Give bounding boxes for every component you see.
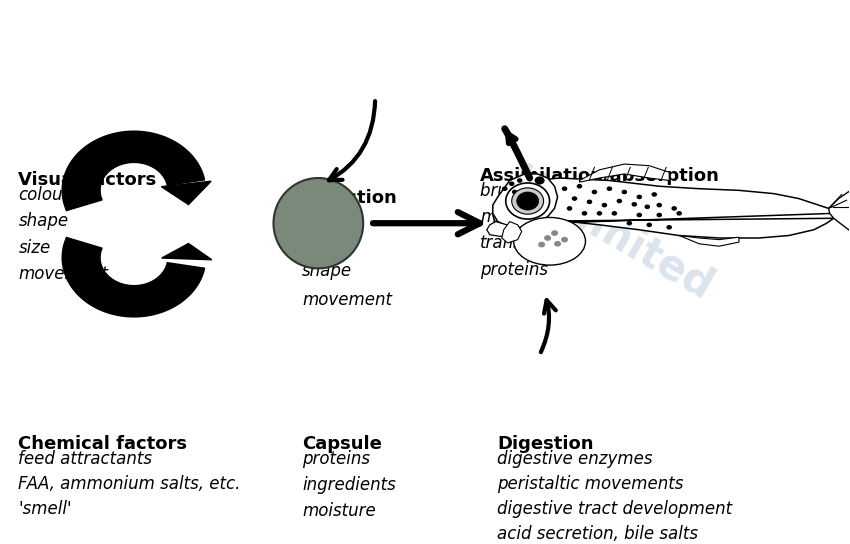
Circle shape bbox=[576, 184, 582, 189]
Text: brush borders
microvilii
transporters
proteins: brush borders microvilii transporters pr… bbox=[480, 182, 596, 279]
Polygon shape bbox=[487, 221, 512, 236]
Polygon shape bbox=[162, 181, 211, 205]
Polygon shape bbox=[493, 174, 558, 227]
Circle shape bbox=[602, 203, 607, 207]
Circle shape bbox=[512, 188, 544, 214]
Circle shape bbox=[502, 187, 507, 191]
Circle shape bbox=[517, 178, 523, 183]
Circle shape bbox=[647, 222, 652, 227]
Circle shape bbox=[637, 195, 642, 199]
Circle shape bbox=[567, 206, 572, 211]
Circle shape bbox=[612, 211, 617, 215]
Polygon shape bbox=[493, 178, 834, 238]
Circle shape bbox=[551, 230, 558, 236]
Circle shape bbox=[561, 237, 568, 243]
Text: Assimilation/absorption: Assimilation/absorption bbox=[480, 167, 720, 185]
Polygon shape bbox=[62, 238, 205, 317]
Circle shape bbox=[554, 241, 561, 246]
Circle shape bbox=[656, 213, 662, 217]
Circle shape bbox=[592, 190, 598, 194]
Circle shape bbox=[586, 200, 592, 204]
Text: Unlimited: Unlimited bbox=[502, 159, 721, 309]
Polygon shape bbox=[829, 186, 850, 230]
Circle shape bbox=[656, 203, 662, 207]
Circle shape bbox=[672, 206, 677, 211]
Circle shape bbox=[517, 192, 539, 210]
Circle shape bbox=[581, 211, 587, 215]
Circle shape bbox=[572, 196, 577, 201]
Circle shape bbox=[616, 199, 622, 203]
Circle shape bbox=[607, 187, 612, 191]
Circle shape bbox=[535, 176, 545, 184]
Text: size
taste
shape
movement: size taste shape movement bbox=[302, 204, 392, 310]
Circle shape bbox=[512, 190, 518, 194]
Circle shape bbox=[677, 211, 682, 215]
Circle shape bbox=[637, 213, 642, 217]
Text: Chemical factors: Chemical factors bbox=[19, 435, 187, 453]
Circle shape bbox=[509, 182, 514, 186]
Text: feed attractants
FAA, ammonium salts, etc.
'smell': feed attractants FAA, ammonium salts, et… bbox=[19, 450, 241, 518]
Text: proteins
ingredients
moisture: proteins ingredients moisture bbox=[302, 450, 396, 521]
Polygon shape bbox=[162, 244, 212, 260]
Circle shape bbox=[562, 187, 567, 191]
Ellipse shape bbox=[274, 178, 363, 268]
Polygon shape bbox=[679, 236, 739, 246]
Circle shape bbox=[644, 205, 650, 209]
Text: Capsule: Capsule bbox=[302, 435, 382, 453]
Polygon shape bbox=[62, 131, 205, 211]
Circle shape bbox=[666, 225, 672, 230]
Circle shape bbox=[506, 183, 550, 219]
Text: Visual factors: Visual factors bbox=[19, 171, 156, 189]
Text: digestive enzymes
peristaltic movements
digestive tract development
acid secreti: digestive enzymes peristaltic movements … bbox=[497, 450, 732, 543]
Text: Ingestion: Ingestion bbox=[302, 189, 397, 207]
Polygon shape bbox=[580, 164, 669, 182]
Circle shape bbox=[621, 190, 627, 194]
Text: colour
shape
size
movement: colour shape size movement bbox=[19, 186, 108, 283]
Text: Digestion: Digestion bbox=[497, 435, 593, 453]
Circle shape bbox=[597, 211, 602, 215]
Circle shape bbox=[651, 192, 657, 197]
Circle shape bbox=[626, 221, 632, 226]
Circle shape bbox=[538, 242, 545, 248]
Circle shape bbox=[544, 235, 551, 241]
Polygon shape bbox=[502, 221, 522, 243]
Circle shape bbox=[632, 202, 638, 207]
Ellipse shape bbox=[513, 218, 586, 265]
